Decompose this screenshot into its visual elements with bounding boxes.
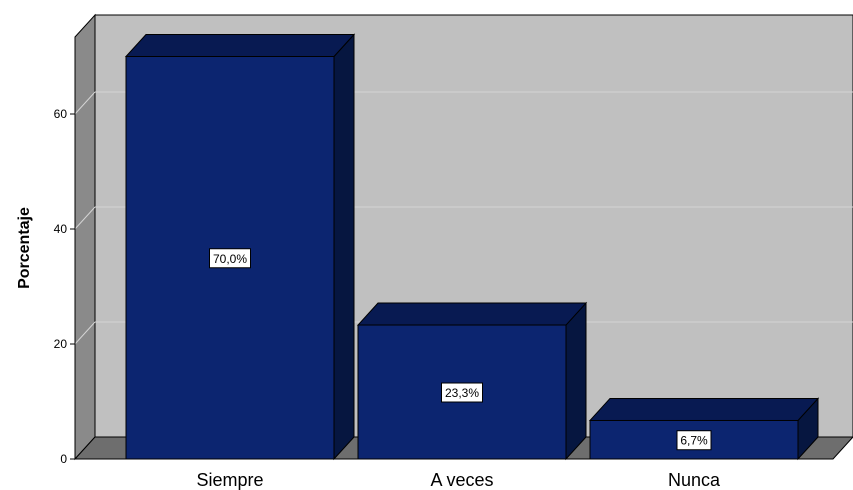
data-label-text: 23,3% xyxy=(445,386,479,400)
data-label-box xyxy=(209,248,251,269)
data-labels: 70,0% 23,3% 6,7% xyxy=(209,248,712,451)
y-tick-label: 0 xyxy=(60,452,67,466)
x-tick-label: Nunca xyxy=(668,470,721,490)
data-label: 23,3% xyxy=(441,382,483,403)
left-wall xyxy=(74,13,96,461)
bar-top xyxy=(588,397,820,421)
x-tick-label: Siempre xyxy=(196,470,263,490)
data-label: 70,0% xyxy=(209,248,251,269)
y-axis: 0 20 40 60 xyxy=(54,37,76,466)
data-label-text: 70,0% xyxy=(213,252,247,266)
gridline-side xyxy=(74,321,96,345)
data-label-box xyxy=(676,430,712,451)
data-label: 6,7% xyxy=(676,430,712,451)
y-axis-title: Porcentaje xyxy=(16,207,33,289)
y-tick-label: 60 xyxy=(54,107,68,121)
bar-side xyxy=(333,33,355,461)
bar-siempre xyxy=(124,33,356,461)
bar-a-veces xyxy=(356,301,588,461)
data-label-box xyxy=(441,382,483,403)
gridline-side xyxy=(74,91,96,115)
x-tick-label: A veces xyxy=(430,470,493,490)
x-axis: Siempre A veces Nunca xyxy=(75,458,833,490)
gridline-side xyxy=(74,206,96,230)
bar-top xyxy=(124,34,356,57)
y-tick-label: 20 xyxy=(54,337,68,351)
data-label-text: 6,7% xyxy=(680,434,708,448)
bar-top xyxy=(356,302,588,326)
bar-side xyxy=(565,301,587,461)
y-tick-label: 40 xyxy=(54,222,68,236)
